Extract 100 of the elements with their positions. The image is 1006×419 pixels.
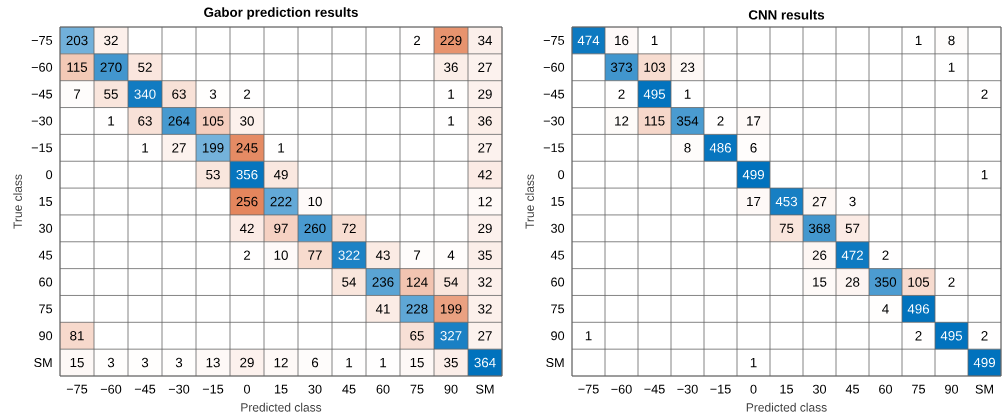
data-label: 54 (444, 277, 459, 287)
data-label: 1 (380, 357, 387, 368)
x-tick-label: 90 (444, 384, 458, 394)
data-label: 1 (585, 331, 592, 341)
x-tick-label: 30 (812, 384, 827, 394)
data-label: 12 (615, 116, 629, 126)
data-label: 23 (680, 62, 695, 72)
y-tick-label: SM (34, 358, 52, 368)
data-label: 1 (108, 116, 115, 126)
data-label: 1 (448, 116, 455, 126)
data-label: 97 (274, 223, 288, 234)
data-label: 474 (577, 35, 600, 46)
data-label: 2 (915, 331, 922, 341)
data-label: 499 (742, 169, 764, 180)
data-label: 222 (270, 196, 292, 207)
data-label: 350 (874, 277, 897, 287)
data-label: 55 (104, 89, 118, 99)
data-label: 13 (206, 357, 220, 368)
data-label: 32 (104, 35, 118, 46)
data-label: 10 (308, 196, 322, 207)
data-label: 29 (478, 223, 492, 234)
y-tick-label: −15 (543, 143, 565, 153)
data-label: 495 (940, 331, 963, 341)
data-label: 6 (311, 357, 319, 368)
data-label: 32 (478, 304, 492, 314)
y-axis-title: True class (13, 174, 22, 229)
data-label: 2 (618, 89, 625, 99)
data-label: 36 (478, 116, 492, 126)
data-label: 199 (440, 304, 462, 314)
data-label: 124 (406, 277, 428, 287)
y-tick-label: 90 (39, 331, 53, 341)
data-label: 8 (684, 143, 691, 153)
y-tick-label: −45 (543, 89, 565, 99)
x-tick-label: SM (476, 384, 494, 394)
data-label: 486 (709, 143, 732, 153)
data-label: 7 (413, 250, 421, 260)
data-label: 35 (478, 250, 492, 260)
data-label: 270 (100, 62, 122, 72)
data-label: 3 (175, 357, 183, 368)
x-axis-title: Predicted class (746, 402, 827, 412)
data-label: 49 (273, 169, 288, 180)
y-tick-label: −15 (31, 143, 53, 153)
y-tick-label: 75 (39, 304, 53, 314)
data-label: 2 (981, 331, 988, 341)
data-label: 4 (882, 304, 889, 314)
data-label: 368 (808, 223, 831, 234)
data-label: 1 (684, 89, 691, 99)
data-label: 264 (168, 116, 190, 126)
x-tick-label: −45 (644, 384, 665, 394)
data-label: 28 (845, 277, 860, 287)
data-label: 499 (973, 357, 995, 368)
data-label: 52 (138, 62, 152, 72)
data-label: 115 (644, 116, 665, 126)
x-tick-label: −60 (611, 384, 632, 394)
y-tick-label: −60 (31, 62, 53, 72)
y-tick-label: 45 (38, 250, 53, 260)
data-label: 115 (67, 62, 88, 72)
x-tick-label: −60 (100, 384, 122, 394)
x-tick-label: −45 (134, 384, 156, 394)
y-tick-label: 0 (46, 170, 53, 180)
data-label: 354 (676, 116, 699, 126)
x-tick-label: 75 (410, 384, 424, 394)
y-tick-label: 15 (551, 197, 565, 206)
y-tick-label: 75 (551, 304, 565, 314)
data-label: 3 (209, 89, 217, 99)
y-axis-title: True class (525, 174, 534, 229)
data-label: 34 (478, 35, 493, 46)
x-tick-label: 0 (243, 384, 251, 394)
data-label: 12 (274, 357, 288, 368)
data-label: 6 (750, 143, 757, 153)
x-tick-label: 0 (750, 384, 757, 394)
data-label: 43 (375, 250, 390, 260)
x-tick-label: 15 (274, 384, 288, 394)
data-label: 2 (243, 89, 251, 99)
data-label: 1 (448, 89, 455, 99)
data-label: 15 (70, 357, 84, 368)
data-label: 75 (779, 223, 794, 233)
x-tick-label: −15 (202, 384, 224, 394)
x-tick-label: SM (975, 384, 993, 394)
data-label: 10 (274, 250, 288, 260)
y-tick-label: 90 (551, 331, 565, 341)
data-label: 496 (907, 304, 930, 314)
data-label: 2 (243, 250, 251, 260)
data-label: 228 (406, 304, 428, 314)
data-label: 65 (410, 331, 424, 341)
y-tick-label: −75 (543, 36, 565, 45)
data-label: 26 (812, 250, 827, 260)
data-label: 105 (202, 116, 224, 126)
data-label: 27 (478, 331, 492, 341)
data-label: 42 (239, 223, 254, 233)
x-tick-label: 45 (342, 384, 356, 394)
data-label: 63 (138, 116, 152, 126)
data-label: 2 (948, 277, 955, 287)
data-label: 27 (478, 143, 492, 153)
data-label: 245 (236, 143, 258, 153)
chart-title: Gabor prediction results (204, 7, 358, 20)
y-tick-label: −30 (543, 116, 565, 126)
data-label: 12 (478, 196, 492, 207)
y-tick-label: −45 (31, 89, 53, 99)
data-label: 7 (73, 89, 81, 99)
